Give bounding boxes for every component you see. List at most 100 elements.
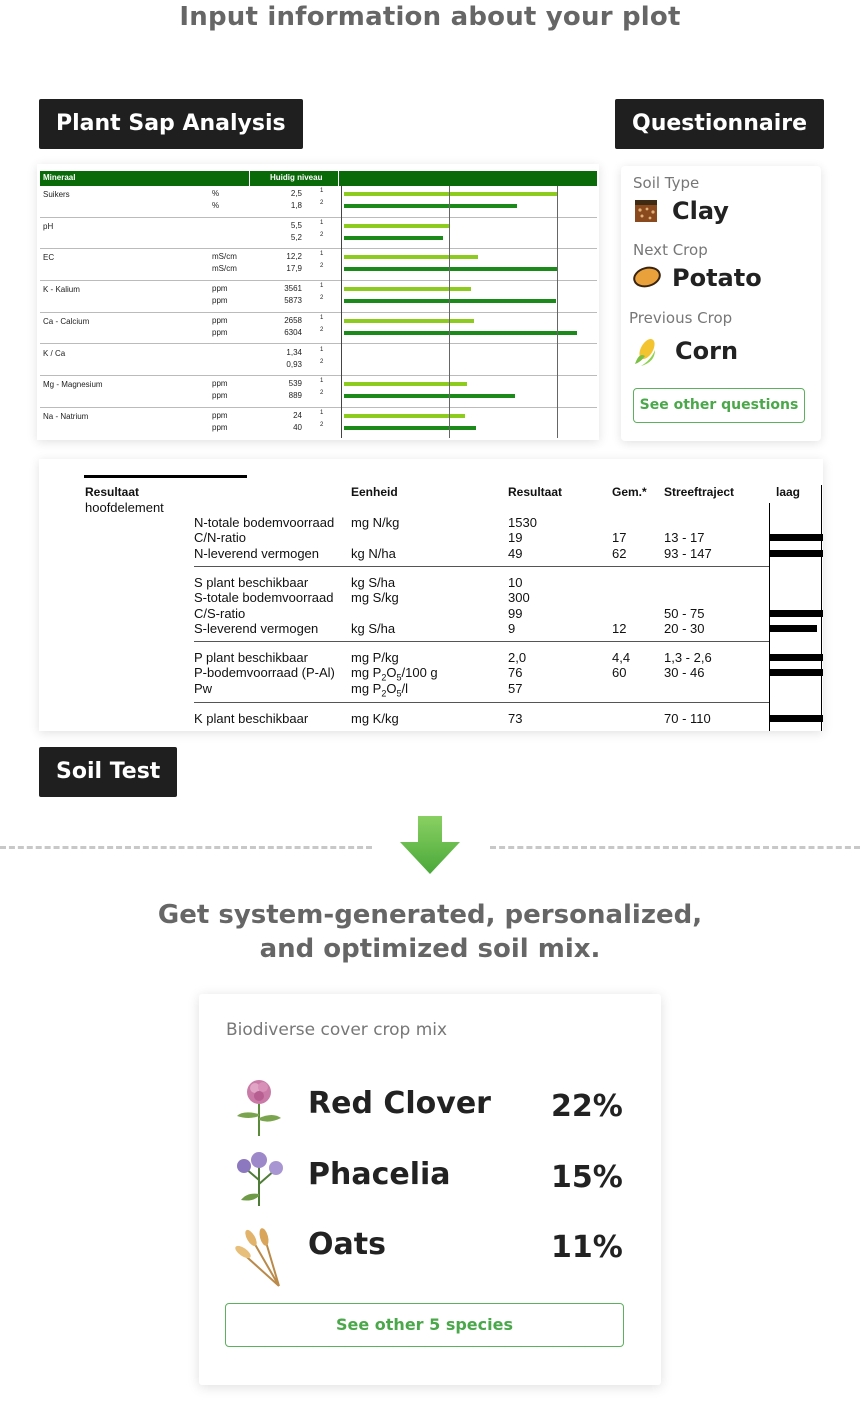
- sap-grid-line: [557, 186, 558, 438]
- sap-level-bar: [344, 382, 468, 387]
- soil-cell-unit: mg N/kg: [351, 515, 400, 530]
- mix-item-percent: 22%: [551, 1089, 623, 1124]
- mix-item-name: Oats: [308, 1227, 386, 1262]
- soil-subheader: hoofdelement: [85, 500, 164, 515]
- sap-table-header: Mineraal Huidig niveau: [40, 171, 597, 186]
- soil-level-bar: [769, 669, 823, 677]
- sap-value: 2,5: [290, 189, 302, 198]
- sap-value: 0,93: [286, 359, 302, 369]
- previous-crop-label: Previous Crop: [629, 309, 733, 327]
- sap-header-level: Huidig niveau: [270, 173, 323, 182]
- soil-cell-target: 1,3 - 2,6: [664, 650, 712, 665]
- mix-title: Biodiverse cover crop mix: [226, 1020, 448, 1040]
- soil-level-bar: [769, 549, 823, 557]
- soil-cell-name: S-leverend vermogen: [194, 620, 319, 636]
- sap-grid-line: [449, 186, 450, 438]
- sap-mineral-name: Ca - Calcium: [43, 316, 90, 326]
- soil-group-divider: [194, 702, 769, 703]
- soil-level-bar: [769, 715, 823, 722]
- oats-icon: [229, 1224, 289, 1288]
- next-crop-value: Potato: [672, 264, 762, 292]
- soil-cell-result: 9: [508, 620, 516, 636]
- potato-icon: [632, 265, 662, 294]
- sap-unit: ppm: [212, 315, 228, 325]
- sap-level-bar: [344, 235, 444, 240]
- soil-cell-result: 10: [508, 575, 523, 590]
- mix-item-name: Red Clover: [308, 1086, 491, 1121]
- sap-unit: %: [212, 189, 220, 198]
- sap-sample-marker: 2: [320, 358, 324, 365]
- see-other-species-button[interactable]: See other 5 species: [225, 1303, 624, 1347]
- sap-row: Mg - Magnesium ppm 539 1 ppm 889 2: [40, 376, 597, 408]
- sap-level-bar: [344, 318, 474, 323]
- soil-cell-target: 93 - 147: [664, 545, 712, 561]
- soil-cell-unit: mg K/kg: [351, 711, 399, 726]
- sap-sample-marker: 1: [320, 219, 324, 226]
- mix-item-percent: 15%: [551, 1160, 623, 1195]
- soil-header-unit: Eenheid: [351, 485, 398, 499]
- soil-cell-name: C/N-ratio: [194, 530, 247, 546]
- sap-row: Ca - Calcium ppm 2658 1 ppm 6304 2: [40, 313, 597, 345]
- sap-mineral-name: K / Ca: [43, 348, 66, 358]
- soil-cell-avg: 12: [612, 620, 627, 636]
- soil-cell-unit: kg N/ha: [351, 545, 396, 561]
- divider-left: [0, 846, 372, 849]
- sap-sample-marker: 2: [320, 326, 324, 333]
- soil-cell-result: 57: [508, 680, 523, 696]
- plant-sap-analysis-card: Mineraal Huidig niveau Suikers% 2,5 1% 1,8 2…: [37, 164, 599, 440]
- soil-type-value: Clay: [672, 197, 729, 225]
- sap-sample-marker: 1: [320, 314, 324, 321]
- soil-cell-avg: 17: [612, 530, 627, 546]
- result-heading-line-2: and optimized soil mix.: [259, 934, 601, 964]
- soil-cell-target: 30 - 46: [664, 665, 705, 681]
- soil-cell-target: 70 - 110: [664, 711, 711, 726]
- soil-cell-unit: mg P/kg: [351, 650, 399, 665]
- sap-level-bar: [344, 425, 476, 430]
- soil-cell-result: 49: [508, 545, 523, 561]
- sap-mineral-name: K - Kalium: [43, 285, 80, 295]
- sap-mineral-name: Na - Natrium: [43, 411, 89, 421]
- sap-sample-marker: 2: [320, 390, 324, 397]
- soil-cell-name: P plant beschikbaar: [194, 650, 308, 665]
- sap-row: pH 5,5 1 5,2 2: [40, 218, 597, 250]
- soil-header-low: laag: [776, 485, 801, 499]
- soil-cell-name: K plant beschikbaar: [194, 711, 309, 726]
- soil-cell-name: S plant beschikbaar: [194, 575, 309, 590]
- sap-row: Na - Natrium ppm 24 1 ppm 40 2: [40, 408, 597, 440]
- sap-unit: ppm: [212, 379, 228, 389]
- soil-level-bar: [769, 534, 823, 542]
- sap-sample-marker: 1: [320, 346, 324, 353]
- corn-icon: [631, 336, 661, 373]
- cover-crop-mix-card: Biodiverse cover crop mix Red Clover 22%…: [199, 994, 661, 1385]
- sap-value: 889: [288, 391, 302, 401]
- sap-row: K - Kalium ppm 3561 1 ppm 5873 2: [40, 281, 597, 313]
- soil-level-bar: [769, 609, 823, 617]
- sap-sample-marker: 1: [320, 251, 324, 258]
- soil-cell-unit: kg S/ha: [351, 620, 396, 636]
- sap-level-bar: [344, 192, 558, 196]
- sap-mineral-name: Mg - Magnesium: [43, 380, 103, 390]
- see-other-questions-button[interactable]: See other questions: [633, 388, 805, 423]
- mix-item-name: Phacelia: [308, 1157, 451, 1192]
- soil-cell-name: Pw: [194, 680, 213, 696]
- sap-unit: %: [212, 201, 220, 210]
- sap-sample-marker: 2: [320, 231, 324, 238]
- soil-header-result: Resultaat: [85, 485, 140, 499]
- soil-bar-axis: [821, 485, 822, 731]
- mix-item-percent: 11%: [551, 1230, 623, 1265]
- sap-unit: ppm: [212, 410, 228, 420]
- sap-value: 6304: [284, 327, 302, 337]
- sap-value: 12,2: [286, 252, 302, 262]
- sap-row: EC mS/cm 12,2 1 mS/cm 17,9 2: [40, 249, 597, 282]
- soil-cell-result: 73: [508, 711, 523, 726]
- soil-header-avg: Gem.*: [612, 485, 647, 499]
- soil-cell-result: 300: [508, 590, 530, 606]
- next-crop-label: Next Crop: [633, 241, 708, 259]
- sap-mineral-name: pH: [43, 221, 54, 231]
- sap-sample-marker: 1: [320, 378, 324, 385]
- soil-cell-target: 20 - 30: [664, 620, 705, 636]
- phacelia-icon: [229, 1144, 289, 1208]
- soil-cell-unit: mg P2O5/l: [351, 680, 408, 699]
- sap-unit: ppm: [212, 296, 228, 306]
- sap-unit: mS/cm: [212, 264, 237, 274]
